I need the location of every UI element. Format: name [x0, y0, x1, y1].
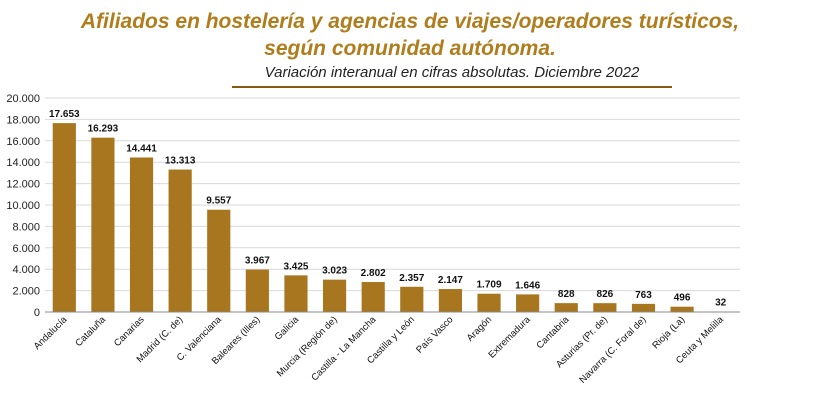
bar — [129, 157, 154, 312]
chart-title: Afiliados en hostelería y agencias de vi… — [80, 10, 740, 33]
x-tick-label: Aragón — [465, 314, 494, 343]
y-tick-label: 20.000 — [6, 93, 40, 105]
x-tick-label: Andalucía — [32, 314, 70, 352]
data-label: 2.357 — [399, 273, 424, 284]
data-label: 32 — [715, 298, 727, 309]
x-tick-label: Cataluña — [73, 314, 108, 349]
y-tick-label: 0 — [34, 307, 40, 319]
y-tick-label: 2.000 — [12, 286, 40, 298]
data-label: 9.557 — [206, 196, 231, 207]
bar — [400, 286, 424, 312]
bar — [91, 137, 115, 312]
bar — [554, 303, 578, 312]
x-tick-label: País Vasco — [414, 314, 455, 355]
bar — [593, 303, 617, 312]
data-label: 2.802 — [361, 268, 386, 279]
chart-subtitle: Variación interanual en cifras absolutas… — [264, 64, 640, 81]
y-tick-label: 8.000 — [12, 221, 40, 233]
bar — [361, 282, 385, 312]
bar — [516, 294, 540, 312]
x-tick-label: Navarra (C. Foral de) — [577, 314, 648, 385]
bar — [52, 123, 76, 312]
data-label: 3.425 — [283, 261, 308, 272]
bar — [207, 209, 231, 312]
y-tick-label: 16.000 — [6, 136, 40, 148]
data-label: 3.967 — [245, 256, 270, 267]
y-tick-label: 6.000 — [12, 243, 40, 255]
y-tick-label: 14.000 — [6, 157, 40, 169]
data-label: 1.709 — [477, 280, 502, 291]
x-tick-label: Cantabria — [534, 314, 571, 351]
bar — [245, 269, 269, 312]
bar — [284, 275, 308, 312]
data-label: 13.313 — [165, 156, 196, 167]
data-label: 17.653 — [49, 109, 80, 120]
y-tick-label: 18.000 — [6, 114, 40, 126]
x-tick-label: Extremadura — [487, 314, 534, 361]
data-labels: 17.653 16.293 14.441 13.313 9.557 3.967 3.425 3… — [49, 109, 727, 309]
gridlines — [45, 97, 740, 292]
x-tick-label: Castilla - La Mancha — [309, 314, 379, 384]
data-label: 14.441 — [126, 143, 157, 154]
data-label: 826 — [597, 289, 614, 300]
data-label: 16.293 — [88, 124, 119, 135]
x-tick-label: Galicia — [273, 314, 302, 343]
data-label: 496 — [674, 293, 691, 304]
bar — [631, 303, 656, 312]
data-label: 763 — [635, 290, 652, 301]
bar — [323, 279, 347, 312]
data-label: 3.023 — [322, 266, 347, 277]
chart-title-line2: según comunidad autónoma. — [264, 37, 556, 60]
data-label: 2.147 — [438, 275, 463, 286]
y-tick-label: 4.000 — [12, 264, 40, 276]
bars — [52, 123, 733, 313]
bar — [670, 306, 694, 312]
data-label: 828 — [558, 289, 575, 300]
bar — [438, 289, 462, 312]
bar — [477, 293, 501, 312]
subtitle-underline — [232, 86, 672, 88]
x-tick-label: Rioja (La) — [650, 314, 687, 351]
y-axis: 0 2.000 4.000 6.000 8.000 10.000 12.000 14.000 1… — [6, 93, 40, 319]
bar — [168, 169, 192, 312]
y-tick-label: 12.000 — [6, 179, 40, 191]
x-tick-label: Canarias — [112, 314, 147, 349]
data-label: 1.646 — [515, 280, 540, 291]
y-tick-label: 10.000 — [6, 200, 40, 212]
